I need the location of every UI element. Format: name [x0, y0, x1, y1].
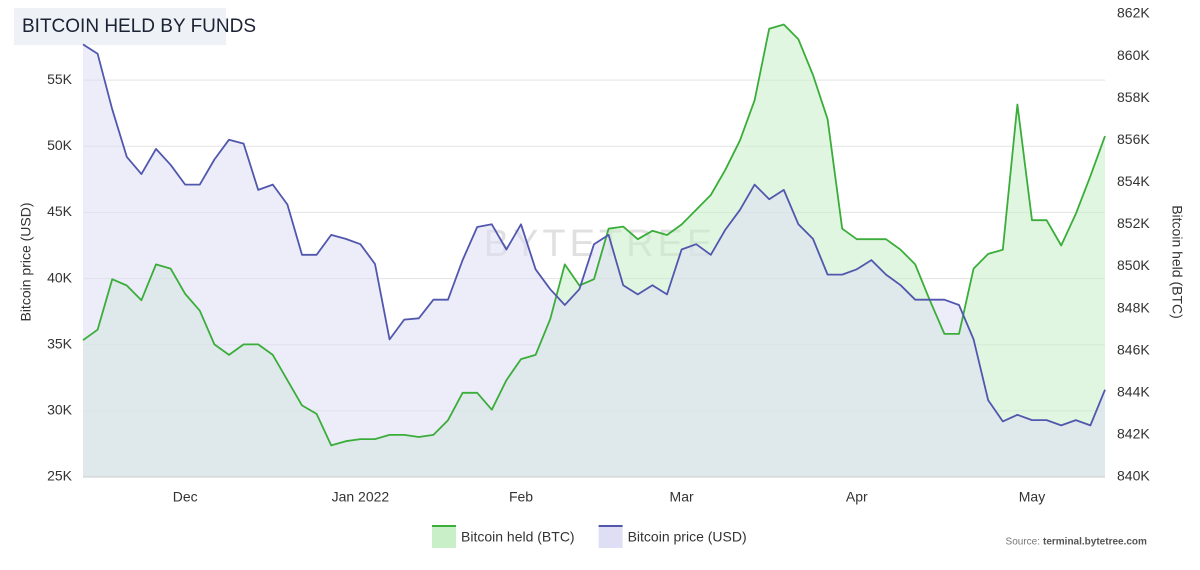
title-box	[14, 8, 226, 45]
y2-tick-label: 848K	[1117, 299, 1150, 315]
y2-tick-label: 860K	[1117, 47, 1150, 63]
y2-tick-label: 840K	[1117, 468, 1150, 484]
area-fill	[83, 44, 1105, 478]
y2-tick-label: 854K	[1117, 173, 1150, 189]
y-tick-label: 50K	[47, 137, 73, 153]
source-label: Source:	[1006, 537, 1040, 548]
x-tick-label: Jan 2022	[332, 489, 390, 505]
y2-tick-label: 856K	[1117, 131, 1150, 147]
y-tick-label: 55K	[47, 71, 73, 87]
y2-tick-label: 846K	[1117, 341, 1150, 357]
y-tick-label: 30K	[47, 402, 73, 418]
y2-tick-label: 852K	[1117, 215, 1150, 231]
series-line	[82, 43, 1106, 427]
source-site: terminal.bytetree.com	[1043, 537, 1147, 548]
x-tick-label: May	[1019, 489, 1045, 505]
x-tick-label: Dec	[173, 489, 198, 505]
plot	[82, 23, 1106, 478]
y2-tick-label: 850K	[1117, 257, 1150, 273]
y2-tick-label: 862K	[1117, 5, 1150, 21]
y2-tick-label: 842K	[1117, 426, 1150, 442]
y-tick-label: 25K	[47, 468, 73, 484]
chart-title: BITCOIN HELD BY FUNDS	[22, 16, 256, 37]
y-tick-label: 40K	[47, 269, 73, 285]
y2-tick-label: 858K	[1117, 89, 1150, 105]
y2-axis-label: Bitcoin held (BTC)	[1169, 205, 1185, 319]
series-line	[82, 23, 1106, 447]
y-tick-label: 35K	[47, 335, 73, 351]
legend-label: Bitcoin price (USD)	[628, 529, 747, 545]
x-tick-label: Feb	[509, 489, 533, 505]
y2-tick-label: 844K	[1117, 384, 1150, 400]
legend-swatch	[598, 526, 623, 548]
x-tick-label: Mar	[670, 489, 694, 505]
y-axis-label: Bitcoin price (USD)	[18, 202, 34, 321]
legend-label: Bitcoin held (BTC)	[461, 529, 575, 545]
x-tick-label: Apr	[846, 489, 868, 505]
legend-swatch	[432, 526, 456, 548]
y-tick-label: 45K	[47, 203, 73, 219]
